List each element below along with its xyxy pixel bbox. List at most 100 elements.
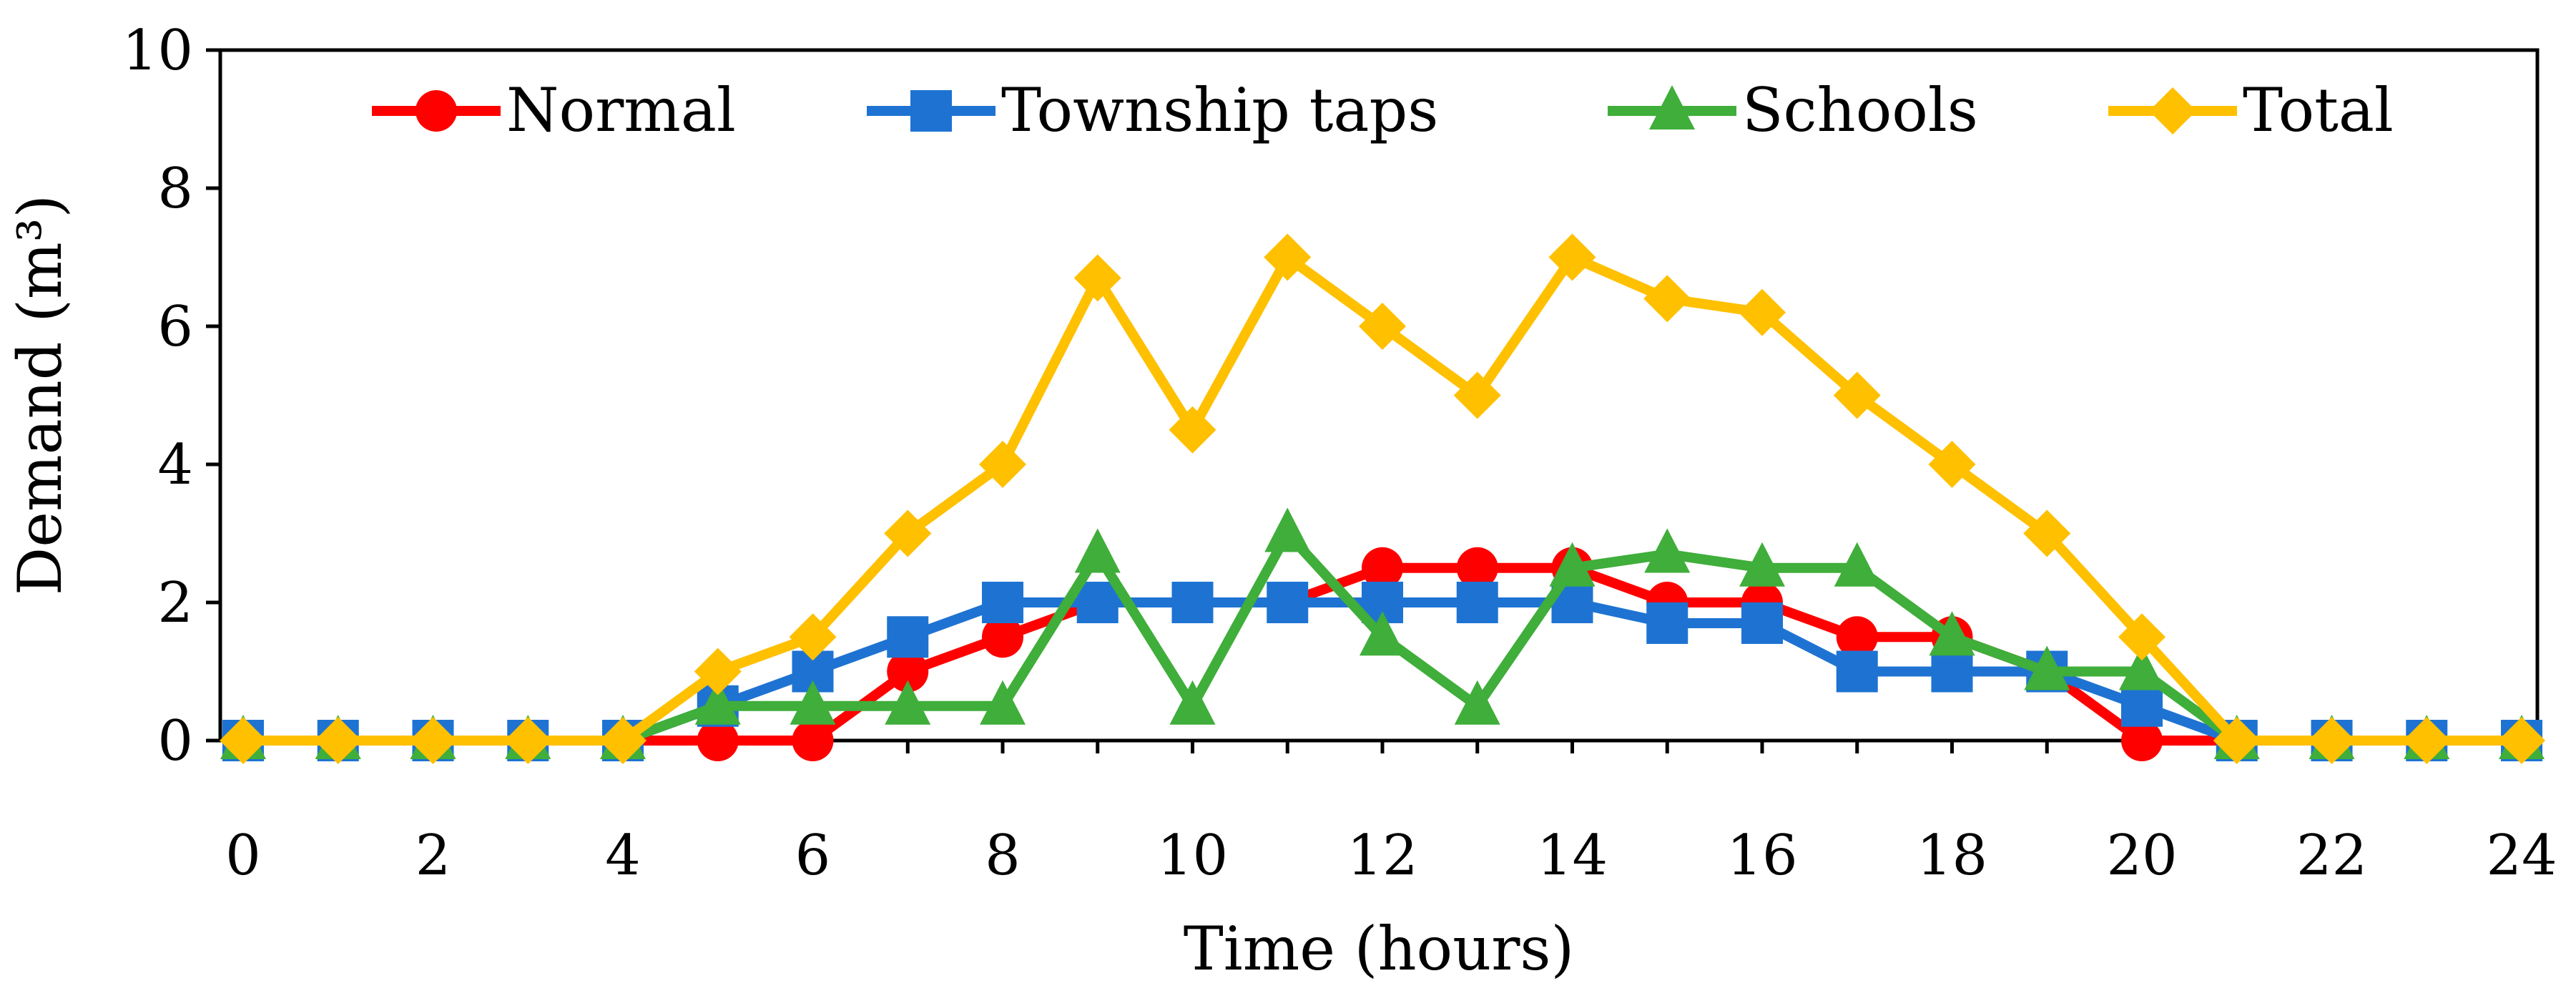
data-point-township-taps bbox=[1267, 582, 1309, 623]
data-point-normal bbox=[697, 720, 739, 761]
data-point-schools bbox=[1739, 542, 1785, 587]
legend-item-schools: Schools bbox=[1608, 75, 1978, 145]
data-point-schools bbox=[1074, 528, 1121, 573]
legend-marker-normal bbox=[416, 90, 457, 132]
legend-marker-schools bbox=[1649, 85, 1695, 130]
data-point-normal bbox=[792, 720, 834, 761]
data-point-total bbox=[1928, 441, 1976, 488]
data-point-schools bbox=[1834, 542, 1880, 587]
y-tick-label: 2 bbox=[157, 571, 193, 635]
legend: Normal Township taps Schools Total bbox=[372, 75, 2394, 145]
data-point-total bbox=[504, 717, 552, 764]
data-point-total bbox=[1073, 254, 1121, 302]
data-point-schools bbox=[1360, 611, 1405, 656]
data-point-normal bbox=[887, 650, 929, 693]
data-point-township-taps bbox=[982, 582, 1023, 623]
data-point-total bbox=[409, 717, 457, 764]
data-point-total bbox=[884, 509, 932, 557]
data-point-township-taps bbox=[1931, 650, 1973, 693]
plot-area-frame bbox=[218, 48, 2540, 743]
series-township-taps bbox=[222, 582, 2542, 761]
legend-marker-township-taps bbox=[910, 90, 952, 132]
data-point-township-taps bbox=[1646, 602, 1688, 644]
data-point-schools bbox=[694, 680, 741, 725]
data-point-total bbox=[1739, 288, 1786, 336]
data-point-township-taps bbox=[1171, 582, 1214, 623]
x-tick-label: 0 bbox=[225, 824, 261, 888]
data-point-schools bbox=[790, 680, 836, 725]
data-point-total bbox=[1169, 406, 1216, 454]
data-point-total bbox=[1453, 371, 1501, 419]
data-point-normal bbox=[1362, 547, 1403, 589]
data-point-total bbox=[2213, 717, 2261, 764]
legend-item-township-taps: Township taps bbox=[867, 75, 1438, 145]
data-point-schools bbox=[885, 680, 931, 725]
y-axis-ticks: 0 2 4 6 8 10 bbox=[122, 19, 220, 773]
x-tick-label: 8 bbox=[985, 824, 1021, 888]
data-point-township-taps bbox=[1456, 582, 1498, 623]
data-point-total bbox=[1264, 233, 1312, 281]
data-point-total bbox=[1833, 371, 1881, 419]
y-tick-label: 8 bbox=[157, 157, 193, 221]
data-point-normal bbox=[982, 616, 1023, 658]
data-point-total bbox=[314, 717, 362, 764]
data-point-schools bbox=[2119, 645, 2165, 690]
y-axis-title: Demand (m³) bbox=[5, 195, 75, 595]
data-point-total bbox=[694, 648, 742, 695]
data-point-schools bbox=[1169, 680, 1216, 725]
x-tick-label: 6 bbox=[795, 824, 831, 888]
data-point-township-taps bbox=[1741, 602, 1783, 644]
series-total bbox=[220, 233, 2545, 764]
data-point-total bbox=[2023, 509, 2071, 557]
x-tick-label: 18 bbox=[1917, 824, 1987, 888]
data-point-township-taps bbox=[1076, 582, 1119, 623]
data-point-schools bbox=[2024, 645, 2070, 690]
y-tick-label: 6 bbox=[157, 295, 193, 359]
legend-label: Schools bbox=[1742, 75, 1978, 145]
x-tick-label: 24 bbox=[2486, 824, 2557, 888]
x-tick-label: 20 bbox=[2106, 824, 2177, 888]
x-tick-label: 4 bbox=[605, 824, 641, 888]
data-point-total bbox=[2308, 717, 2356, 764]
data-point-schools bbox=[1264, 507, 1311, 552]
data-point-schools bbox=[980, 680, 1026, 725]
x-tick-label: 22 bbox=[2296, 824, 2367, 888]
y-tick-label: 10 bbox=[122, 19, 193, 83]
x-axis-ticks: 0 2 4 6 8 10 12 14 16 18 20 22 24 bbox=[225, 741, 2557, 888]
data-point-schools bbox=[1454, 680, 1500, 725]
y-tick-label: 4 bbox=[157, 433, 193, 497]
data-point-total bbox=[220, 717, 267, 764]
data-point-total bbox=[789, 613, 837, 661]
data-point-total bbox=[979, 441, 1026, 488]
y-tick-label: 0 bbox=[157, 709, 193, 773]
x-tick-label: 10 bbox=[1157, 824, 1228, 888]
data-point-normal bbox=[1456, 547, 1498, 589]
data-point-total bbox=[599, 717, 647, 764]
data-point-total bbox=[1548, 233, 1596, 281]
x-tick-label: 12 bbox=[1347, 824, 1417, 888]
legend-label: Total bbox=[2243, 75, 2394, 145]
data-point-total bbox=[1359, 303, 1406, 350]
x-tick-label: 2 bbox=[416, 824, 451, 888]
data-point-schools bbox=[1549, 542, 1596, 587]
data-point-normal bbox=[2121, 720, 2163, 761]
data-point-total bbox=[2118, 613, 2165, 661]
data-point-township-taps bbox=[1836, 650, 1878, 693]
data-point-township-taps bbox=[2121, 685, 2163, 727]
data-point-schools bbox=[1644, 528, 1691, 573]
x-tick-label: 14 bbox=[1537, 824, 1608, 888]
data-point-total bbox=[2403, 717, 2451, 764]
legend-item-normal: Normal bbox=[372, 75, 736, 145]
data-point-total bbox=[2498, 717, 2545, 764]
legend-label: Normal bbox=[506, 75, 736, 145]
legend-marker-total bbox=[2149, 87, 2196, 135]
x-tick-label: 16 bbox=[1726, 824, 1797, 888]
x-axis-title: Time (hours) bbox=[1184, 914, 1575, 984]
legend-item-total: Total bbox=[2108, 75, 2394, 145]
legend-label: Township taps bbox=[1001, 75, 1438, 145]
data-point-township-taps bbox=[887, 616, 929, 658]
data-point-schools bbox=[1929, 611, 1975, 656]
data-point-total bbox=[1643, 275, 1691, 323]
series-layer bbox=[220, 233, 2545, 764]
